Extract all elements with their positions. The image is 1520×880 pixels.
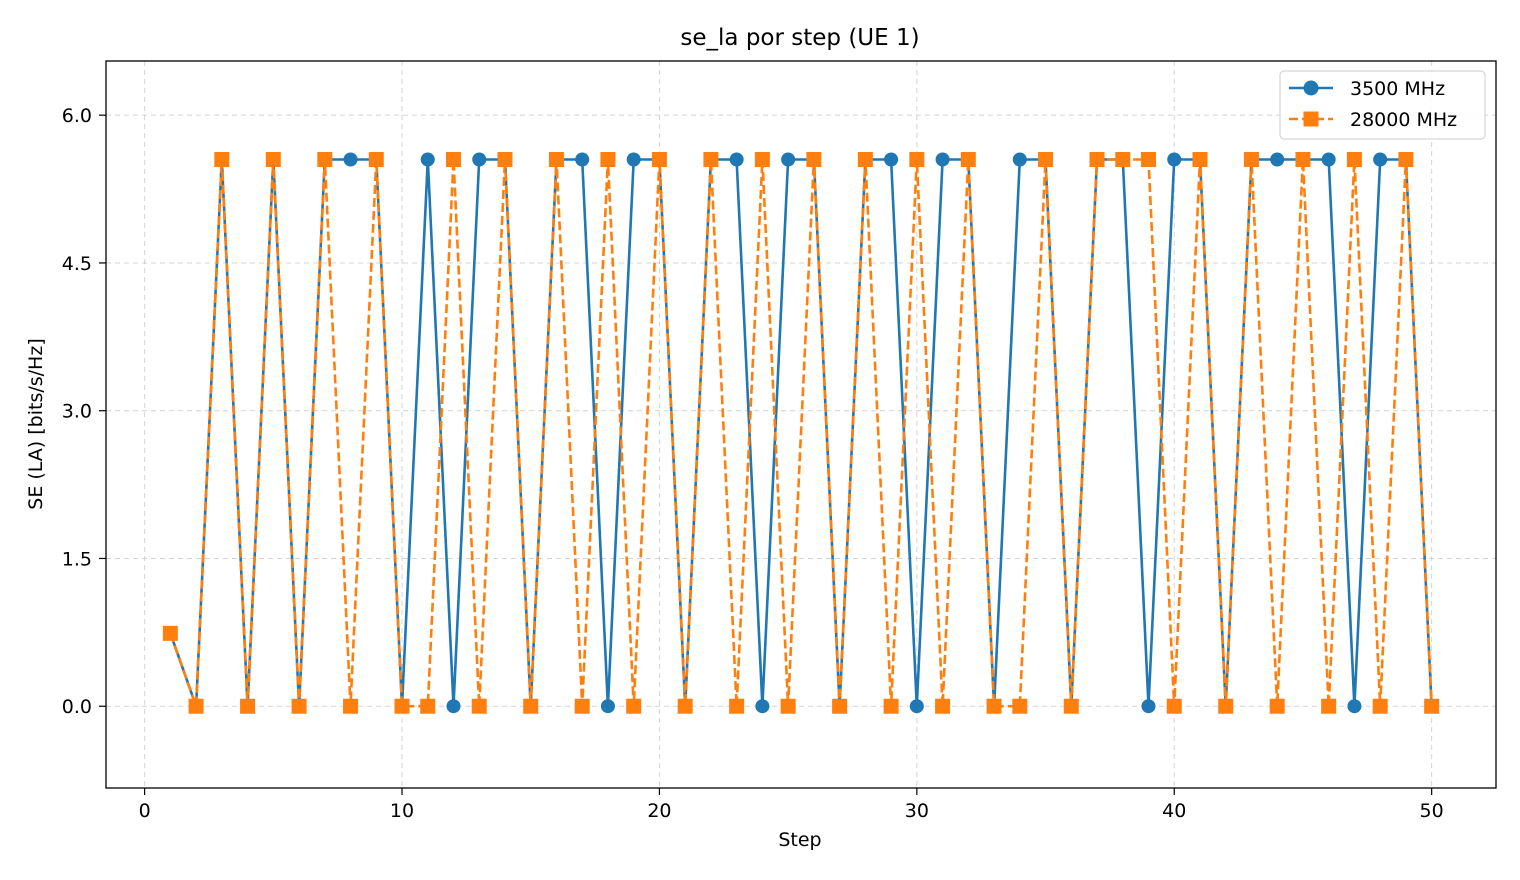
data-point: [935, 152, 950, 167]
legend-label-3500: 3500 MHz: [1350, 78, 1445, 100]
x-tick-label: 50: [1420, 800, 1444, 822]
data-point: [1269, 698, 1285, 714]
legend-label-28000: 28000 MHz: [1350, 109, 1457, 131]
data-point: [446, 152, 461, 168]
y-tick-label: 1.5: [62, 548, 92, 570]
data-point: [214, 152, 230, 168]
data-point: [626, 152, 641, 167]
x-tick-label: 20: [647, 800, 671, 822]
data-point: [651, 152, 667, 168]
data-point: [523, 698, 539, 714]
data-point: [703, 152, 719, 168]
x-tick-label: 10: [390, 800, 414, 822]
data-point: [368, 152, 384, 168]
data-point: [600, 152, 616, 168]
y-tick-label: 0.0: [62, 696, 92, 718]
plot-area: [162, 152, 1440, 714]
data-point: [1372, 698, 1388, 714]
data-point: [1089, 152, 1105, 168]
data-point: [446, 699, 461, 714]
y-axis-label: SE (LA) [bits/s/Hz]: [25, 338, 47, 509]
data-point: [471, 698, 487, 714]
x-tick-label: 0: [139, 800, 151, 822]
data-point: [1012, 698, 1028, 714]
data-point: [1218, 698, 1234, 714]
data-point: [162, 625, 178, 641]
y-tick-label: 3.0: [62, 401, 92, 423]
data-point: [1321, 152, 1336, 167]
x-tick-label: 40: [1162, 800, 1186, 822]
data-point: [677, 698, 693, 714]
data-point: [394, 698, 410, 714]
data-point: [806, 152, 822, 168]
data-point: [884, 152, 899, 167]
data-point: [1115, 152, 1131, 168]
data-point: [600, 699, 615, 714]
data-point: [317, 152, 333, 168]
data-point: [909, 699, 924, 714]
data-point: [1141, 152, 1156, 168]
x-tick-label: 30: [905, 800, 929, 822]
data-point: [1012, 152, 1027, 167]
data-point: [575, 152, 590, 167]
data-point: [472, 152, 487, 167]
grid: [106, 61, 1496, 788]
data-point: [857, 152, 873, 168]
data-point: [1038, 152, 1054, 168]
data-point: [188, 698, 204, 714]
chart-title: se_la por step (UE 1): [680, 25, 919, 51]
data-point: [626, 698, 642, 714]
axes-frame: [105, 60, 1497, 789]
data-point: [1166, 698, 1182, 714]
data-point: [1192, 152, 1208, 168]
data-point: [1141, 699, 1156, 714]
data-point: [1398, 152, 1414, 168]
legend-marker-3500: [1303, 80, 1319, 96]
data-point: [1373, 152, 1388, 167]
y-tick-label: 6.0: [62, 105, 92, 127]
data-point: [1270, 152, 1285, 167]
data-point: [343, 152, 358, 167]
data-point: [755, 699, 770, 714]
data-point: [291, 698, 307, 714]
data-point: [420, 698, 436, 714]
data-point: [574, 698, 590, 714]
data-point: [497, 152, 513, 168]
legend-marker-28000: [1303, 111, 1319, 127]
data-point: [754, 152, 770, 168]
series-line-1: [169, 158, 1433, 708]
data-point: [1243, 152, 1259, 168]
data-point: [729, 698, 745, 714]
data-point: [1424, 698, 1440, 714]
data-point: [1295, 152, 1311, 168]
x-axis-label: Step: [778, 829, 821, 851]
data-point: [548, 152, 564, 168]
data-point: [420, 152, 435, 167]
data-point: [265, 152, 281, 168]
legend: 3500 MHz 28000 MHz: [1279, 70, 1486, 140]
data-point: [883, 698, 899, 714]
data-point: [1063, 698, 1079, 714]
y-tick-label: 4.5: [62, 253, 92, 275]
data-point: [781, 152, 796, 167]
data-point: [1347, 699, 1362, 714]
data-point: [986, 698, 1002, 714]
data-point: [1321, 698, 1337, 714]
data-point: [1346, 152, 1362, 168]
data-point: [240, 698, 256, 714]
data-point: [780, 698, 796, 714]
data-point: [832, 698, 848, 714]
data-point: [343, 698, 359, 714]
data-point: [909, 152, 925, 168]
data-point: [729, 152, 744, 167]
data-point: [1167, 152, 1182, 167]
axis-ticks: 0 10 20 30 40 50 0.0 1.5 3.0 4.5 6.0: [62, 105, 1444, 822]
data-point: [960, 152, 976, 168]
data-point: [935, 698, 951, 714]
